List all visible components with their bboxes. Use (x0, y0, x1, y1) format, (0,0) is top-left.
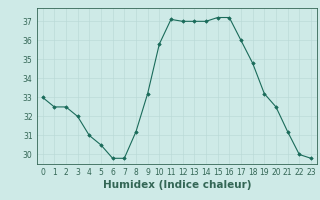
X-axis label: Humidex (Indice chaleur): Humidex (Indice chaleur) (102, 180, 251, 190)
